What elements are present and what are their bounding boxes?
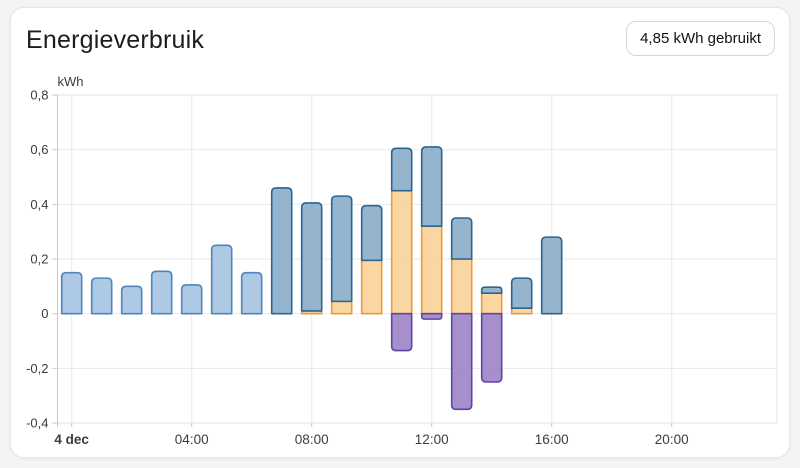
bar-segment-light-blue[interactable] (210, 244, 233, 315)
bar-segment-light-blue[interactable] (150, 270, 173, 315)
bar-segment-light-blue[interactable] (240, 271, 263, 315)
bar-segment-purple[interactable] (420, 312, 443, 320)
bar-segment-dark-blue[interactable] (510, 277, 533, 310)
bar-segment-dark-blue[interactable] (450, 217, 473, 260)
bar-segment-dark-blue[interactable] (270, 187, 293, 315)
bar-segment-dark-blue[interactable] (360, 204, 383, 262)
bar-segment-orange[interactable] (480, 292, 503, 315)
bar-segment-light-blue[interactable] (180, 284, 203, 315)
bar-segment-light-blue[interactable] (90, 277, 113, 315)
bar-segment-orange[interactable] (330, 300, 353, 315)
bar-segment-dark-blue[interactable] (420, 146, 443, 227)
bar-segment-dark-blue[interactable] (540, 236, 563, 315)
bar-segment-dark-blue[interactable] (390, 147, 413, 192)
bar-segment-dark-blue[interactable] (330, 195, 353, 303)
bar-segment-purple[interactable] (390, 312, 413, 352)
bar-segment-orange[interactable] (390, 189, 413, 315)
bar-segment-purple[interactable] (450, 312, 473, 411)
chart-title: Energieverbruik (26, 26, 205, 54)
usage-total-badge[interactable]: 4,85 kWh gebruikt (626, 21, 775, 56)
bar-segment-orange[interactable] (510, 307, 533, 315)
bar-segment-light-blue[interactable] (120, 285, 143, 315)
bar-segment-dark-blue[interactable] (480, 286, 503, 294)
bar-segment-purple[interactable] (480, 312, 503, 383)
bar-segment-light-blue[interactable] (60, 271, 83, 315)
bar-segment-orange[interactable] (450, 258, 473, 315)
bar-segment-orange[interactable] (420, 225, 443, 315)
bar-segment-dark-blue[interactable] (300, 202, 323, 312)
bar-segment-orange[interactable] (360, 259, 383, 315)
